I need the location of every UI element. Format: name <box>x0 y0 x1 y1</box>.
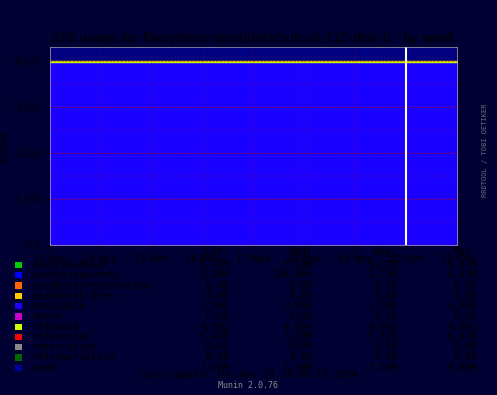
Text: RRDTOOL / TOBI OETIKER: RRDTOOL / TOBI OETIKER <box>482 103 488 197</box>
Text: 0.00: 0.00 <box>454 342 477 352</box>
Text: 0.00: 0.00 <box>205 291 229 301</box>
Text: 5.47M: 5.47M <box>448 332 477 342</box>
Text: 4.00G: 4.00G <box>199 322 229 332</box>
Text: 0.00: 0.00 <box>454 291 477 301</box>
Text: 0.00: 0.00 <box>374 291 398 301</box>
Text: 704.00k: 704.00k <box>272 270 313 280</box>
Text: 3.99G: 3.99G <box>199 301 229 311</box>
Text: 5.47M: 5.47M <box>199 260 229 270</box>
Text: refquota: refquota <box>32 322 80 332</box>
Title: ZFS usage for filesystem rpool/data/subvol-115-disk-0 - by week: ZFS usage for filesystem rpool/data/subv… <box>52 32 455 45</box>
Text: 9.80M: 9.80M <box>448 363 477 373</box>
Text: Last update: Thu Nov 21 19:00:19 2024: Last update: Thu Nov 21 19:00:19 2024 <box>140 370 357 380</box>
Text: 4.00G: 4.00G <box>448 322 477 332</box>
Text: 5.32M: 5.32M <box>368 332 398 342</box>
Text: 0.00: 0.00 <box>374 280 398 291</box>
Text: 0.00: 0.00 <box>454 311 477 322</box>
Text: Max:: Max: <box>454 247 477 257</box>
Text: 0.00: 0.00 <box>454 352 477 363</box>
Text: 7.03M: 7.03M <box>368 363 398 373</box>
Text: 0.00: 0.00 <box>205 352 229 363</box>
Text: 2.18M: 2.18M <box>199 270 229 280</box>
Text: usedbydataset: usedbydataset <box>32 260 109 270</box>
Text: 0.00: 0.00 <box>290 280 313 291</box>
Text: 7.65M: 7.65M <box>199 363 229 373</box>
Text: 5.88M: 5.88M <box>284 363 313 373</box>
Text: 4.32M: 4.32M <box>448 270 477 280</box>
Text: usedbysnapshots: usedbysnapshots <box>32 270 120 280</box>
Text: usedbychildren: usedbychildren <box>32 291 114 301</box>
Text: 3.99G: 3.99G <box>368 301 398 311</box>
Text: 0.00: 0.00 <box>205 342 229 352</box>
Y-axis label: bytes: bytes <box>0 131 9 162</box>
Text: available: available <box>32 301 85 311</box>
Text: 0.00: 0.00 <box>290 311 313 322</box>
Text: Min:: Min: <box>290 247 313 257</box>
Text: 5.19M: 5.19M <box>284 260 313 270</box>
Text: quota: quota <box>32 311 62 322</box>
Text: 5.32M: 5.32M <box>368 260 398 270</box>
Text: 5.47M: 5.47M <box>199 332 229 342</box>
Text: reservation: reservation <box>32 342 97 352</box>
Text: usedbyrefreservation: usedbyrefreservation <box>32 280 150 291</box>
Text: 1.71M: 1.71M <box>368 270 398 280</box>
Text: 0.00: 0.00 <box>205 280 229 291</box>
Text: 0.00: 0.00 <box>374 352 398 363</box>
Text: Avg:: Avg: <box>374 247 398 257</box>
Text: 5.19M: 5.19M <box>284 332 313 342</box>
Text: 0.00: 0.00 <box>374 342 398 352</box>
Text: 0.00: 0.00 <box>454 280 477 291</box>
Text: 4.00G: 4.00G <box>368 322 398 332</box>
Text: Cur:: Cur: <box>205 247 229 257</box>
Text: 3.99G: 3.99G <box>284 301 313 311</box>
Text: 0.00: 0.00 <box>290 352 313 363</box>
Text: 5.47M: 5.47M <box>448 260 477 270</box>
Text: referenced: referenced <box>32 332 91 342</box>
Text: used: used <box>32 363 56 373</box>
Text: Munin 2.0.76: Munin 2.0.76 <box>219 381 278 390</box>
Text: 0.00: 0.00 <box>290 291 313 301</box>
Text: 0.00: 0.00 <box>205 311 229 322</box>
Text: 0.00: 0.00 <box>374 311 398 322</box>
Text: 4.00G: 4.00G <box>284 322 313 332</box>
Text: refreservation: refreservation <box>32 352 114 363</box>
Text: 0.00: 0.00 <box>290 342 313 352</box>
Text: 3.99G: 3.99G <box>448 301 477 311</box>
